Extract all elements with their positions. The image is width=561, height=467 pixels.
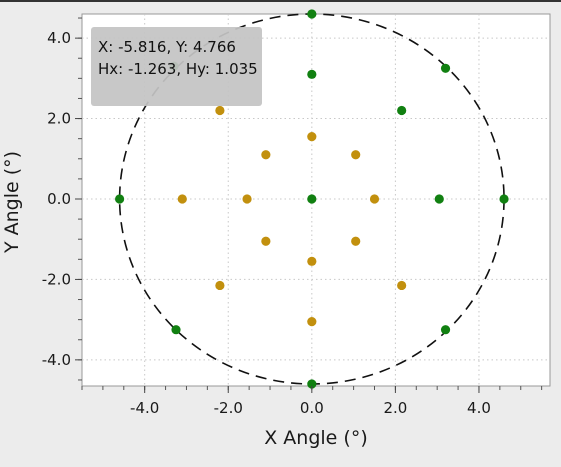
- data-point[interactable]: [115, 194, 125, 204]
- data-point[interactable]: [397, 280, 407, 291]
- data-point[interactable]: [440, 63, 451, 73]
- data-point[interactable]: [307, 132, 317, 142]
- data-point[interactable]: [499, 194, 509, 204]
- data-point[interactable]: [261, 150, 271, 160]
- y-axis-ticks: 4.0 2.0 0.0 -2.0 -4.0: [42, 17, 82, 381]
- coordinate-tooltip: X: -5.816, Y: 4.766 Hx: -1.263, Hy: 1.03…: [91, 27, 262, 106]
- data-point[interactable]: [440, 325, 451, 335]
- y-tick-label: 4.0: [47, 29, 71, 47]
- data-point[interactable]: [215, 105, 225, 116]
- y-tick-label: 0.0: [47, 190, 71, 208]
- y-tick-label: -4.0: [42, 351, 71, 369]
- data-point[interactable]: [242, 194, 252, 204]
- y-tick-label: -2.0: [42, 270, 71, 288]
- data-point[interactable]: [397, 105, 407, 116]
- tooltip-line-xy: X: -5.816, Y: 4.766: [98, 38, 236, 56]
- x-tick-label: 2.0: [383, 399, 407, 417]
- x-axis-label: X Angle (°): [264, 427, 368, 449]
- x-tick-label: -2.0: [214, 399, 243, 417]
- data-point[interactable]: [307, 9, 317, 19]
- data-point[interactable]: [307, 317, 317, 327]
- x-tick-label: -4.0: [130, 399, 159, 417]
- data-point[interactable]: [177, 194, 187, 204]
- x-tick-label: 4.0: [467, 399, 491, 417]
- data-point[interactable]: [307, 194, 317, 204]
- data-point[interactable]: [351, 236, 361, 246]
- y-tick-label: 2.0: [47, 110, 71, 128]
- data-point[interactable]: [307, 69, 317, 79]
- data-point[interactable]: [261, 236, 271, 246]
- x-axis-ticks: -4.0 -2.0 0.0 2.0 4.0: [81, 386, 543, 417]
- y-axis-label: Y Angle (°): [1, 151, 23, 254]
- x-tick-label: 0.0: [300, 399, 324, 417]
- data-point[interactable]: [434, 194, 444, 204]
- data-point[interactable]: [369, 194, 380, 204]
- tooltip-background: [91, 27, 262, 106]
- data-point[interactable]: [307, 379, 317, 389]
- tooltip-line-hxhy: Hx: -1.263, Hy: 1.035: [98, 60, 258, 78]
- data-point[interactable]: [307, 256, 317, 266]
- data-point[interactable]: [351, 150, 361, 160]
- data-point[interactable]: [215, 280, 225, 291]
- data-point[interactable]: [171, 325, 181, 335]
